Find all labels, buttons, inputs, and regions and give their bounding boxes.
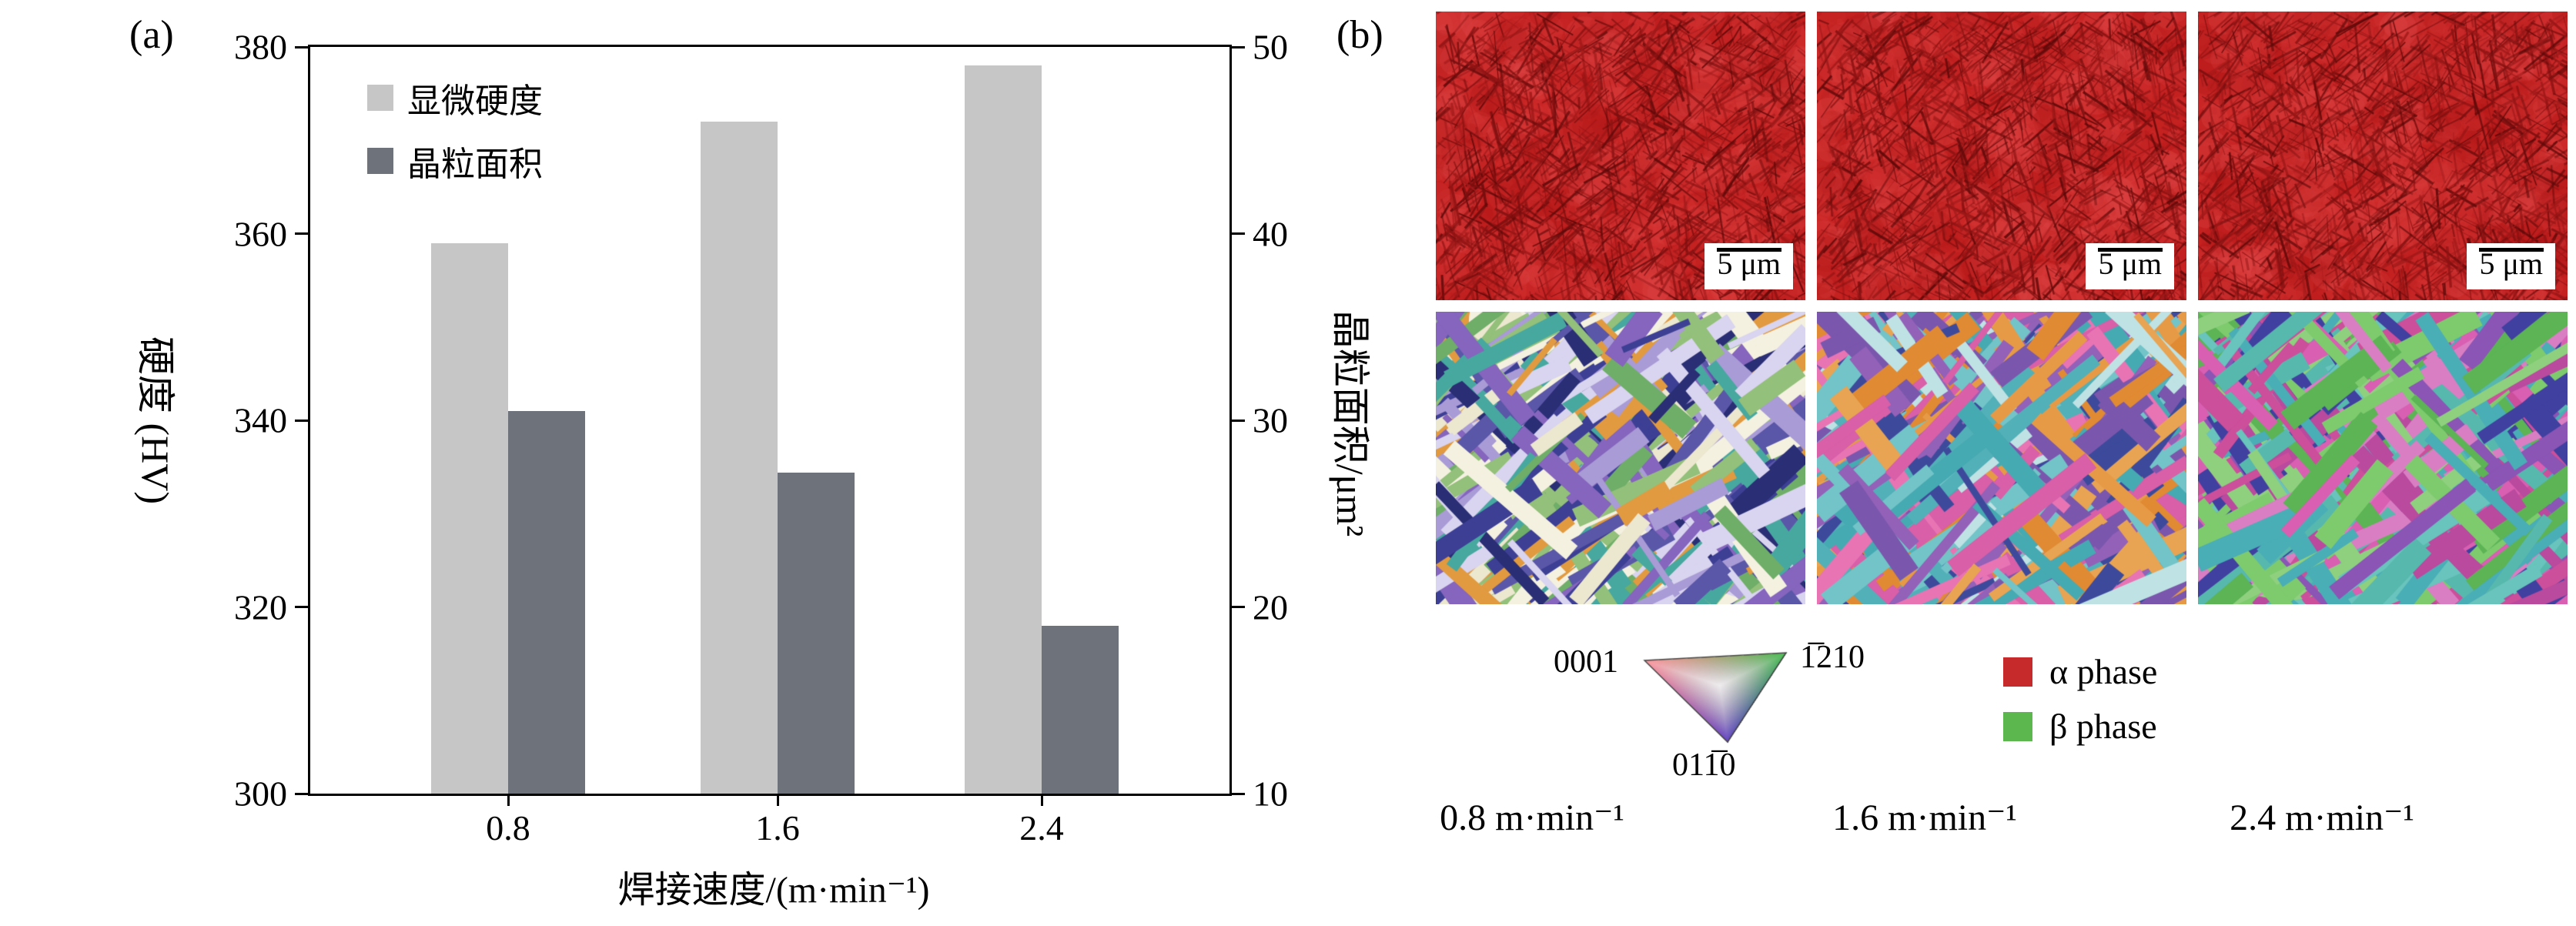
right-axis-tick-label: 20 (1253, 587, 1288, 627)
legend-item-microhardness: 显微硬度 (367, 73, 543, 122)
scale-bar-line (2097, 248, 2163, 252)
chart-legend: 显微硬度 晶粒面积 (367, 73, 543, 186)
left-axis-tick-label: 300 (234, 774, 287, 814)
right-axis-tick (1229, 606, 1245, 608)
x-axis-label: 焊接速度/(m·min⁻¹) (617, 870, 930, 911)
ipf-color-key (1638, 648, 1792, 749)
right-axis-tick-label: 10 (1253, 774, 1288, 814)
x-axis-tick (1040, 794, 1043, 806)
x-axis-tick-label: 1.6 (755, 808, 800, 847)
scale-bar-line (1716, 248, 1781, 252)
legend-swatch-microhardness (367, 85, 393, 111)
right-y-axis-label: 晶粒面积/μm² (1329, 309, 1372, 537)
phase-legend-item-beta: β phase (2003, 706, 2157, 747)
scale-bar-label: 5 μm (2098, 246, 2162, 281)
x-axis-tick (776, 794, 779, 806)
micrograph-cell (1436, 312, 1805, 604)
bar-晶粒面积-2.4 (1042, 625, 1119, 794)
left-axis-tick-label: 380 (234, 27, 287, 67)
legend-swatch-grain-area (367, 148, 393, 174)
bar-晶粒面积-0.8 (508, 410, 585, 794)
alpha-phase-swatch (2003, 657, 2032, 687)
phase-legend-item-alpha: α phase (2003, 651, 2157, 692)
right-axis-tick (1229, 419, 1245, 422)
legend-label-microhardness: 显微硬度 (407, 82, 543, 120)
scale-bar-label: 5 μm (2479, 246, 2543, 281)
panel-a-label: (a) (129, 13, 174, 57)
x-axis-tick-label: 0.8 (486, 808, 530, 847)
left-axis-tick (295, 419, 310, 422)
ipf-corner-label-1210: 1̅210 (1800, 640, 1865, 675)
ipf-map-1.6 (1817, 312, 2186, 604)
ipf-corner-label-0001: 0001 (1554, 644, 1618, 680)
left-axis-tick-label: 360 (234, 214, 287, 253)
x-axis-tick (507, 794, 510, 806)
phase-legend: α phase β phase (2003, 651, 2157, 747)
scale-bar: 5 μm (1705, 243, 1793, 289)
ipf-map-0.8 (1436, 312, 1805, 604)
bar-显微硬度-2.4 (965, 65, 1042, 794)
left-axis-tick (295, 45, 310, 48)
bar-显微硬度-1.6 (701, 122, 778, 794)
scale-bar: 5 μm (2467, 243, 2555, 289)
micrograph-cell: 5 μm (2198, 12, 2568, 300)
micrograph-cell: 5 μm (1817, 12, 2186, 300)
x-axis-tick-label: 2.4 (1019, 808, 1064, 847)
micrograph-cell: 5 μm (1436, 12, 1805, 300)
alpha-phase-label: α phase (2049, 652, 2158, 691)
beta-phase-label: β phase (2049, 707, 2157, 746)
left-axis-tick-label: 320 (234, 587, 287, 627)
bar-显微硬度-0.8 (431, 242, 508, 794)
right-axis-tick (1229, 45, 1245, 48)
ipf-color-triangle (1638, 648, 1792, 745)
right-axis-tick-label: 40 (1253, 214, 1288, 253)
left-axis-tick (295, 606, 310, 608)
beta-phase-swatch (2003, 711, 2032, 741)
column-label-2.4: 2.4 m·min⁻¹ (2230, 797, 2414, 838)
scale-bar-label: 5 μm (1717, 246, 1781, 281)
bar-晶粒面积-1.6 (778, 472, 855, 794)
left-y-axis-label: 硬度 (HV) (134, 336, 177, 505)
legend-item-grain-area: 晶粒面积 (367, 136, 543, 186)
scale-bar: 5 μm (2086, 243, 2174, 289)
legend-label-grain-area: 晶粒面积 (407, 145, 543, 183)
left-axis-tick-label: 340 (234, 400, 287, 440)
scale-bar-line (2478, 248, 2544, 252)
micrograph-cell (2198, 312, 2568, 604)
ipf-map-2.4 (2198, 312, 2568, 604)
column-label-0.8: 0.8 m·min⁻¹ (1440, 797, 1624, 838)
column-label-1.6: 1.6 m·min⁻¹ (1832, 797, 2017, 838)
right-axis-tick (1229, 792, 1245, 795)
right-axis-tick-label: 50 (1253, 27, 1288, 67)
micrograph-cell (1817, 312, 2186, 604)
left-axis-tick (295, 792, 310, 795)
right-axis-tick-label: 30 (1253, 400, 1288, 440)
left-axis-tick (295, 232, 310, 235)
bar-chart-plot-area: 显微硬度 晶粒面积 300 320 340 360 380 10 20 30 40 50 0.8 1.… (234, 28, 1288, 848)
right-axis-tick (1229, 232, 1245, 235)
ipf-corner-label-0110: 011̅0 (1672, 747, 1736, 783)
panel-b-label: (b) (1337, 13, 1383, 57)
